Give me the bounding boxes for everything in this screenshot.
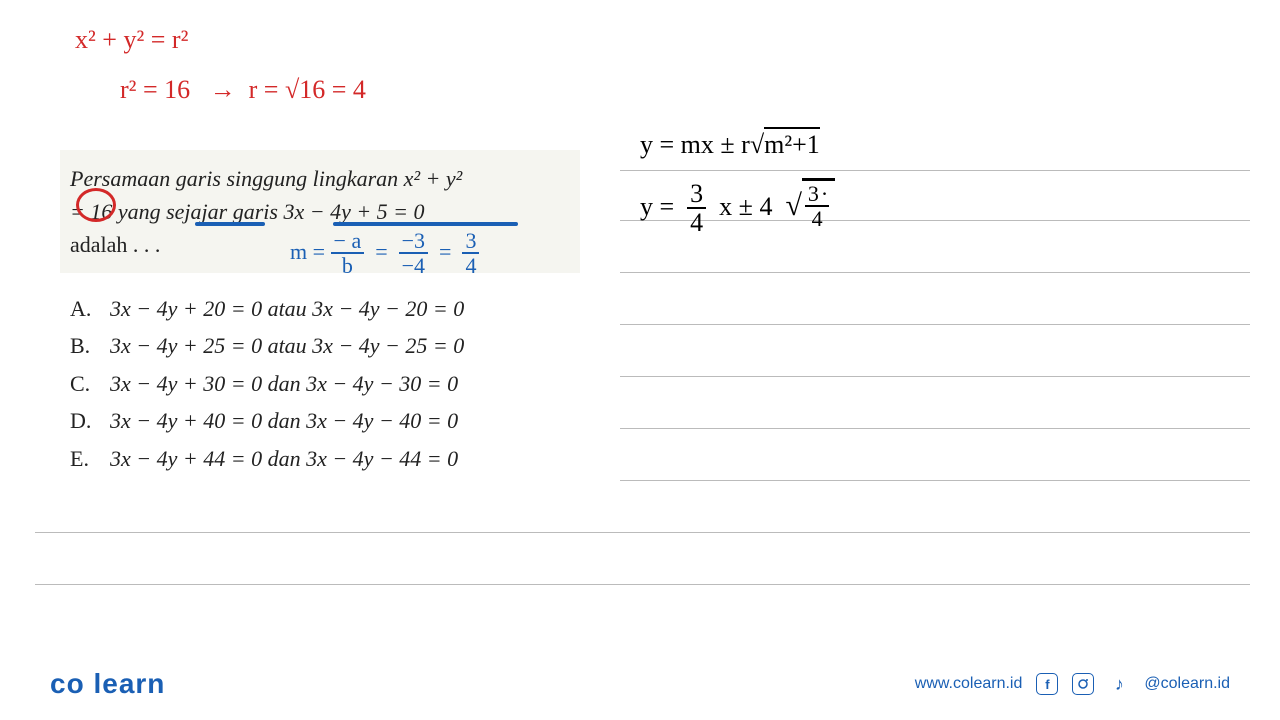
option-text: 3x − 4y + 30 = 0 dan 3x − 4y − 30 = 0 — [110, 365, 458, 402]
problem-line1: Persamaan garis singgung lingkaran x² + … — [70, 162, 570, 195]
option-text: 3x − 4y + 44 = 0 dan 3x − 4y − 44 = 0 — [110, 440, 458, 477]
underline-garis — [333, 222, 518, 226]
logo: co learn — [50, 668, 165, 700]
ruled-line — [35, 532, 1250, 533]
y-eq: y = — [640, 192, 674, 221]
eq-text: r = √16 = 4 — [249, 75, 366, 104]
ruled-line — [620, 170, 1250, 171]
option-d: D.3x − 4y + 40 = 0 dan 3x − 4y − 40 = 0 — [70, 402, 464, 439]
ruled-line — [620, 324, 1250, 325]
option-label: A. — [70, 290, 110, 327]
eq: = — [375, 239, 387, 264]
frac-den: 4 — [462, 254, 479, 278]
options-list: A.3x − 4y + 20 = 0 atau 3x − 4y − 20 = 0… — [70, 290, 464, 477]
ruled-line — [620, 428, 1250, 429]
m-label: m = — [290, 239, 325, 264]
frac-den: −4 — [399, 254, 428, 278]
dot: · — [821, 181, 828, 206]
option-text: 3x − 4y + 40 = 0 dan 3x − 4y − 40 = 0 — [110, 402, 458, 439]
eq-text: r² = 16 — [120, 75, 190, 104]
footer: co learn www.colearn.id f ♪ @colearn.id — [0, 668, 1280, 700]
option-b: B.3x − 4y + 25 = 0 atau 3x − 4y − 25 = 0 — [70, 327, 464, 364]
circle-annotation — [76, 188, 116, 222]
frac-den: b — [331, 254, 365, 278]
footer-url: www.colearn.id — [915, 675, 1023, 693]
underline-sejajar — [195, 222, 265, 226]
handwriting-black-substitution: y = 34 x ± 4 √ 3·4 — [640, 180, 835, 237]
eq: = — [439, 239, 451, 264]
frac-den: 4 — [805, 207, 829, 231]
option-text: 3x − 4y + 25 = 0 atau 3x − 4y − 25 = 0 — [110, 327, 464, 364]
ruled-line — [620, 376, 1250, 377]
instagram-icon — [1072, 673, 1094, 695]
handwriting-blue-slope: m = − ab = −3−4 = 34 — [290, 230, 479, 278]
frac-num: − a — [331, 230, 365, 254]
mid: x ± 4 — [719, 192, 772, 221]
ruled-line — [35, 584, 1250, 585]
facebook-icon: f — [1036, 673, 1058, 695]
arrow: → — [210, 75, 236, 104]
option-c: C.3x − 4y + 30 = 0 dan 3x − 4y − 30 = 0 — [70, 365, 464, 402]
frac-num: 3 — [462, 230, 479, 254]
option-label: B. — [70, 327, 110, 364]
option-label: E. — [70, 440, 110, 477]
tiktok-icon: ♪ — [1108, 673, 1130, 695]
footer-right: www.colearn.id f ♪ @colearn.id — [915, 673, 1230, 695]
frac-num: 3 — [808, 181, 819, 206]
option-text: 3x − 4y + 20 = 0 atau 3x − 4y − 20 = 0 — [110, 290, 464, 327]
footer-handle: @colearn.id — [1144, 675, 1230, 693]
ruled-line — [620, 272, 1250, 273]
option-a: A.3x − 4y + 20 = 0 atau 3x − 4y − 20 = 0 — [70, 290, 464, 327]
handwriting-red-eq2a: r² = 16 → r = √16 = 4 — [120, 75, 366, 105]
frac-den: 4 — [687, 209, 706, 238]
option-e: E.3x − 4y + 44 = 0 dan 3x − 4y − 44 = 0 — [70, 440, 464, 477]
handwriting-black-formula: y = mx ± r√m²+1 — [640, 130, 820, 160]
ruled-line — [620, 480, 1250, 481]
option-label: D. — [70, 402, 110, 439]
frac-num: −3 — [399, 230, 428, 254]
frac-num: 3 — [687, 181, 706, 209]
handwriting-red-eq1: x² + y² = r² — [75, 25, 188, 55]
option-label: C. — [70, 365, 110, 402]
